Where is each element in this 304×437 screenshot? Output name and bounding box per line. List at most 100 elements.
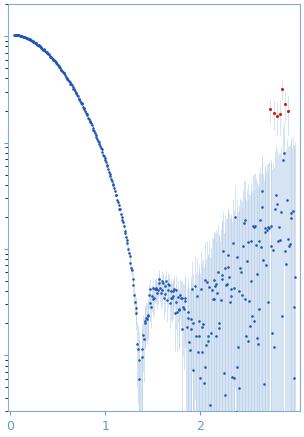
- Point: [175, 308, 180, 315]
- Point: [245, 338, 250, 345]
- Point: [115, 197, 119, 204]
- Point: [67, 79, 72, 86]
- Point: [73, 89, 78, 96]
- Point: [285, 196, 289, 203]
- Point: [123, 230, 128, 237]
- Point: [21, 34, 26, 41]
- Point: [141, 336, 146, 343]
- Point: [173, 298, 178, 305]
- Point: [141, 332, 146, 339]
- Point: [155, 286, 160, 293]
- Point: [90, 124, 95, 131]
- Point: [108, 173, 113, 180]
- Point: [46, 50, 50, 57]
- Point: [239, 416, 244, 423]
- Point: [244, 257, 249, 264]
- Point: [279, 313, 284, 320]
- Point: [293, 274, 298, 281]
- Point: [50, 55, 55, 62]
- Point: [70, 84, 75, 91]
- Point: [36, 42, 41, 49]
- Point: [89, 121, 94, 128]
- Point: [113, 191, 118, 198]
- Point: [149, 304, 154, 311]
- Point: [243, 296, 248, 303]
- Point: [210, 295, 215, 302]
- Point: [143, 318, 148, 325]
- Point: [172, 309, 177, 316]
- Point: [83, 108, 88, 114]
- Point: [246, 238, 251, 245]
- Point: [275, 112, 280, 119]
- Point: [233, 213, 237, 220]
- Point: [221, 248, 226, 255]
- Point: [186, 308, 191, 315]
- Point: [101, 152, 105, 159]
- Point: [249, 277, 254, 284]
- Point: [204, 279, 209, 286]
- Point: [37, 42, 42, 49]
- Point: [212, 282, 217, 289]
- Point: [222, 392, 227, 399]
- Point: [190, 286, 195, 293]
- Point: [281, 157, 286, 164]
- Point: [105, 162, 110, 169]
- Point: [118, 206, 123, 213]
- Point: [18, 32, 22, 39]
- Point: [267, 224, 271, 231]
- Point: [42, 45, 47, 52]
- Point: [199, 349, 204, 356]
- Point: [107, 170, 112, 177]
- Point: [150, 293, 154, 300]
- Point: [216, 269, 220, 276]
- Point: [262, 229, 267, 236]
- Point: [200, 323, 205, 330]
- Point: [202, 277, 207, 284]
- Point: [47, 52, 52, 59]
- Point: [237, 384, 242, 391]
- Point: [12, 31, 17, 38]
- Point: [14, 31, 19, 38]
- Point: [290, 414, 295, 421]
- Point: [45, 50, 50, 57]
- Point: [12, 31, 16, 38]
- Point: [49, 53, 54, 60]
- Point: [93, 132, 98, 139]
- Point: [40, 45, 45, 52]
- Point: [159, 287, 164, 294]
- Point: [283, 101, 288, 108]
- Point: [191, 320, 196, 327]
- Point: [110, 180, 115, 187]
- Point: [86, 114, 91, 121]
- Point: [118, 211, 123, 218]
- Point: [62, 70, 67, 77]
- Point: [268, 105, 272, 112]
- Point: [137, 375, 142, 382]
- Point: [176, 307, 181, 314]
- Point: [20, 33, 25, 40]
- Point: [38, 43, 43, 50]
- Point: [195, 349, 200, 356]
- Point: [119, 214, 124, 221]
- Point: [269, 223, 274, 230]
- Point: [123, 234, 128, 241]
- Point: [195, 292, 200, 299]
- Point: [291, 304, 296, 311]
- Point: [143, 314, 148, 321]
- Point: [239, 268, 244, 275]
- Point: [44, 49, 49, 56]
- Point: [216, 320, 221, 327]
- Point: [101, 153, 106, 160]
- Point: [263, 224, 268, 231]
- Point: [64, 73, 68, 80]
- Point: [224, 281, 229, 288]
- Point: [59, 67, 64, 74]
- Point: [109, 178, 114, 185]
- Point: [48, 53, 53, 60]
- Point: [145, 312, 150, 319]
- Point: [112, 185, 116, 192]
- Point: [235, 364, 240, 371]
- Point: [20, 33, 25, 40]
- Point: [228, 285, 233, 292]
- Point: [151, 296, 156, 303]
